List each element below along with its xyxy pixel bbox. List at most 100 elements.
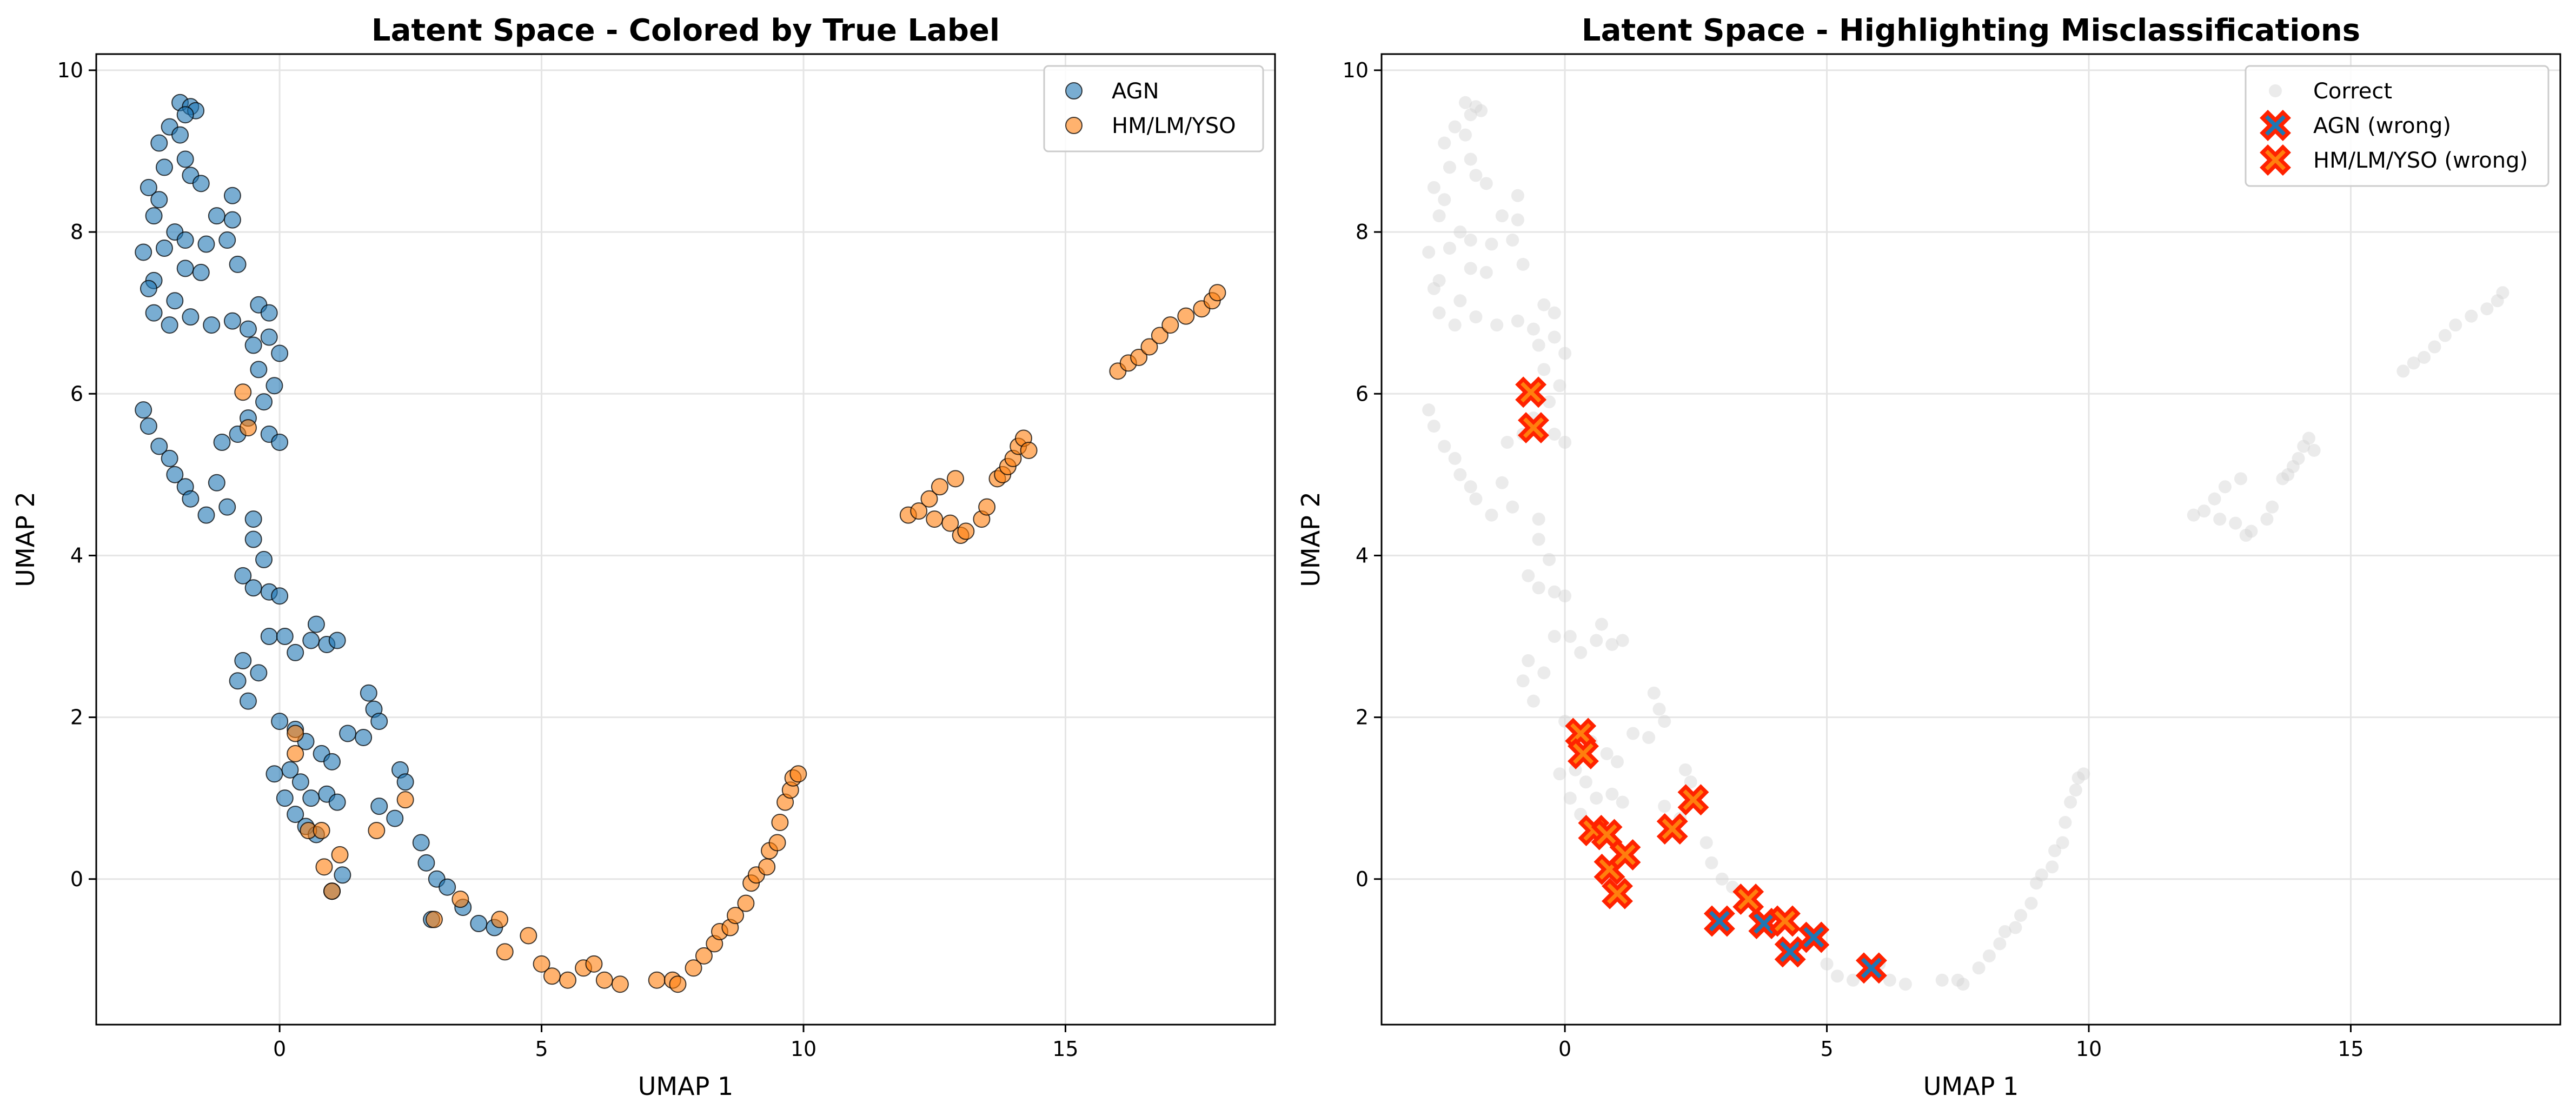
data-point bbox=[2438, 329, 2452, 342]
legend: Correct AGN (wrong) HM/LM/YSO (wrong) bbox=[2245, 65, 2550, 187]
data-point bbox=[260, 628, 278, 645]
data-point bbox=[2208, 492, 2221, 506]
data-point bbox=[910, 502, 928, 520]
data-point bbox=[368, 822, 386, 839]
data-point bbox=[2046, 860, 2059, 874]
data-point bbox=[978, 498, 996, 516]
data-point bbox=[1616, 795, 1629, 809]
data-point bbox=[1548, 306, 1561, 320]
data-point bbox=[1464, 152, 1477, 166]
data-point bbox=[2407, 356, 2420, 370]
data-point bbox=[1703, 905, 1735, 937]
data-point bbox=[1569, 763, 1582, 776]
data-point bbox=[145, 304, 163, 322]
data-point bbox=[2281, 468, 2295, 481]
data-point bbox=[1553, 767, 1566, 781]
data-point bbox=[1177, 307, 1195, 325]
data-point bbox=[182, 490, 200, 508]
data-point bbox=[386, 809, 404, 827]
data-point bbox=[155, 158, 173, 176]
data-point bbox=[920, 490, 938, 508]
data-point bbox=[1558, 589, 1572, 603]
data-point bbox=[768, 834, 786, 852]
data-point bbox=[1130, 348, 1148, 366]
data-point bbox=[1982, 949, 1996, 962]
data-point bbox=[1537, 666, 1551, 680]
data-point bbox=[223, 211, 241, 229]
data-point bbox=[1469, 100, 1483, 114]
data-point bbox=[1453, 225, 1467, 239]
data-point bbox=[150, 191, 168, 209]
data-point bbox=[1511, 213, 1524, 227]
y-tick-label: 0 bbox=[70, 867, 83, 891]
data-point bbox=[176, 150, 194, 168]
data-point bbox=[2418, 350, 2431, 364]
data-point bbox=[244, 530, 262, 548]
data-point bbox=[1611, 755, 1624, 768]
data-point bbox=[166, 292, 184, 310]
x-tick-label: 0 bbox=[1558, 1037, 1571, 1061]
data-point bbox=[218, 498, 236, 516]
data-point bbox=[1438, 193, 1451, 207]
data-point bbox=[1485, 508, 1498, 522]
x-tick-label: 15 bbox=[1052, 1037, 1078, 1061]
data-point bbox=[2465, 309, 2478, 323]
data-point bbox=[727, 907, 745, 925]
x-axis-label: UMAP 1 bbox=[1923, 1072, 2019, 1101]
data-point bbox=[1453, 468, 1467, 481]
data-point bbox=[1830, 969, 1844, 983]
data-point bbox=[1548, 428, 1561, 441]
data-point bbox=[1951, 973, 1964, 987]
data-point bbox=[2229, 516, 2242, 530]
data-point bbox=[1548, 330, 1561, 344]
y-tick-label: 4 bbox=[1356, 543, 1369, 567]
data-point bbox=[1151, 327, 1169, 344]
data-point bbox=[1526, 322, 1540, 336]
data-point bbox=[1448, 451, 1462, 465]
x-tick-label: 10 bbox=[2076, 1037, 2102, 1061]
data-point bbox=[1558, 347, 1572, 360]
y-axis-label: UMAP 2 bbox=[1296, 491, 1325, 587]
data-point bbox=[1422, 403, 1436, 417]
data-point bbox=[2491, 294, 2504, 308]
y-tick-label: 10 bbox=[57, 58, 83, 82]
data-point bbox=[1506, 234, 1519, 247]
data-point bbox=[1658, 715, 1671, 728]
data-point bbox=[239, 320, 257, 338]
series-agn bbox=[135, 94, 503, 936]
data-point bbox=[1563, 630, 1577, 643]
x-tick-label: 5 bbox=[535, 1037, 548, 1061]
data-point bbox=[1453, 294, 1467, 308]
data-point bbox=[1558, 436, 1572, 449]
data-point bbox=[1448, 120, 1462, 134]
data-point bbox=[1432, 274, 1446, 287]
data-point bbox=[208, 474, 225, 491]
data-point bbox=[1495, 476, 1509, 489]
data-point bbox=[1548, 585, 1561, 599]
y-tick-label: 8 bbox=[1356, 220, 1369, 244]
data-point bbox=[941, 514, 959, 532]
data-point bbox=[1537, 363, 1551, 376]
data-point bbox=[1652, 702, 1666, 716]
data-point bbox=[1475, 104, 1488, 117]
data-point bbox=[1820, 957, 1834, 971]
data-point bbox=[1532, 338, 1545, 352]
data-point bbox=[276, 789, 294, 807]
data-point bbox=[559, 971, 576, 989]
data-point bbox=[1522, 569, 1535, 582]
data-point bbox=[1677, 784, 1709, 816]
data-point bbox=[1647, 686, 1661, 700]
data-point bbox=[1140, 338, 1158, 356]
data-point bbox=[265, 765, 283, 783]
data-point bbox=[452, 891, 469, 908]
data-point bbox=[323, 882, 341, 900]
data-point bbox=[2234, 472, 2247, 486]
data-point bbox=[150, 134, 168, 152]
data-point bbox=[218, 231, 236, 249]
data-point bbox=[491, 911, 509, 928]
data-point bbox=[1516, 674, 1530, 688]
data-point bbox=[1427, 181, 1440, 194]
data-point bbox=[1438, 136, 1451, 150]
data-point bbox=[271, 713, 289, 730]
y-axis-label: UMAP 2 bbox=[11, 491, 40, 587]
